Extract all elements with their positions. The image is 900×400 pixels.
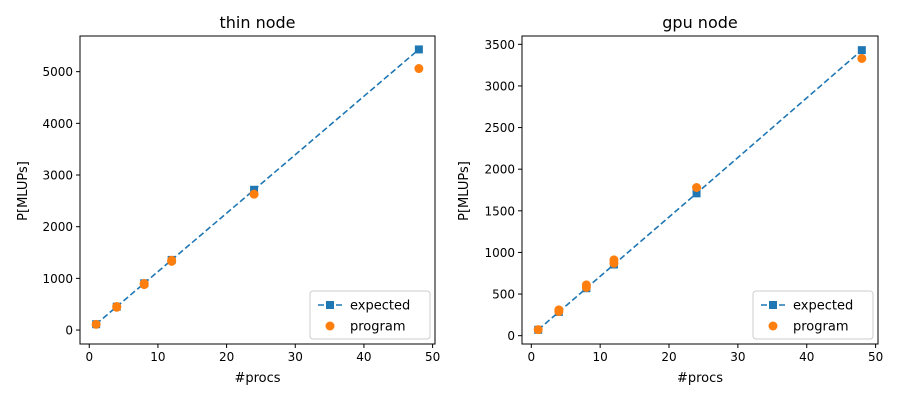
y-tick-label: 0	[507, 329, 515, 343]
y-tick-label: 500	[492, 288, 515, 302]
data-point-program	[581, 280, 591, 290]
x-tick-label: 50	[868, 350, 883, 364]
x-tick-label: 30	[730, 350, 745, 364]
y-tick-label: 5000	[42, 65, 73, 79]
x-tick-label: 50	[425, 350, 440, 364]
data-point-program	[692, 183, 702, 193]
x-axis-label: #procs	[677, 371, 723, 386]
x-tick-label: 20	[661, 350, 676, 364]
legend-label: program	[350, 320, 406, 335]
legend-label: expected	[350, 299, 410, 314]
data-point-program	[112, 302, 122, 312]
x-axis-label: #procs	[234, 371, 280, 386]
gpu-node-chart: gpu node #procs P[MLUPs] 0 10 20 30 40 500500…	[457, 13, 883, 386]
y-tick-label: 1000	[484, 246, 515, 260]
legend-box	[309, 290, 431, 340]
y-axis-label: P[MLUPs]	[16, 161, 31, 221]
data-point-program	[554, 305, 564, 315]
legend-label: program	[793, 320, 849, 335]
x-tick-label: 40	[356, 350, 371, 364]
y-tick-label: 3000	[42, 169, 73, 183]
data-point-expected	[692, 189, 701, 198]
y-tick-label: 2000	[42, 220, 73, 234]
legend-marker-expected	[326, 301, 334, 309]
thin-node-chart: thin node #procs P[MLUPs] 0 10 20 30 40 50 0 10…	[16, 13, 440, 386]
y-axis-label: P[MLUPs]	[457, 161, 472, 221]
chart-title: gpu node	[662, 13, 737, 32]
y-tick-label: 0	[65, 324, 73, 338]
axes-frame	[79, 35, 436, 345]
data-point-program	[91, 319, 101, 329]
y-tick-label: 3000	[484, 79, 515, 93]
data-point-program	[167, 255, 177, 265]
data-point-program	[857, 53, 867, 63]
x-tick-label: 10	[593, 350, 608, 364]
legend-marker-program	[768, 321, 778, 331]
x-tick-label: 20	[219, 350, 234, 364]
legend-marker-program	[325, 321, 335, 331]
data-point-expected	[857, 46, 866, 55]
plot-area: 0 10 20 30 40 50 0 1000 2000 3000 4000 5000 expected…	[42, 35, 440, 364]
data-point-program	[414, 64, 424, 74]
x-tick-label: 10	[150, 350, 165, 364]
x-tick-label: 40	[799, 350, 814, 364]
data-point-program	[533, 325, 543, 335]
y-tick-label: 2500	[484, 121, 515, 135]
y-tick-label: 4000	[42, 117, 73, 131]
legend-marker-expected	[769, 301, 777, 309]
y-tick-label: 3500	[484, 38, 515, 52]
data-point-program	[609, 255, 619, 265]
data-point-expected	[414, 45, 423, 54]
x-tick-label: 0	[85, 350, 93, 364]
plot-area: 0 10 20 30 40 500500100015002000250030003500e…	[484, 35, 883, 364]
y-tick-label: 2000	[484, 163, 515, 177]
x-tick-label: 30	[288, 350, 303, 364]
x-tick-label: 0	[527, 350, 535, 364]
data-point-program	[249, 189, 259, 199]
axes-frame	[521, 35, 879, 345]
y-tick-label: 1000	[42, 272, 73, 286]
y-tick-label: 1500	[484, 204, 515, 218]
legend-label: expected	[793, 299, 853, 314]
data-point-program	[139, 279, 149, 289]
chart-title: thin node	[219, 13, 295, 32]
legend-box	[752, 290, 874, 340]
